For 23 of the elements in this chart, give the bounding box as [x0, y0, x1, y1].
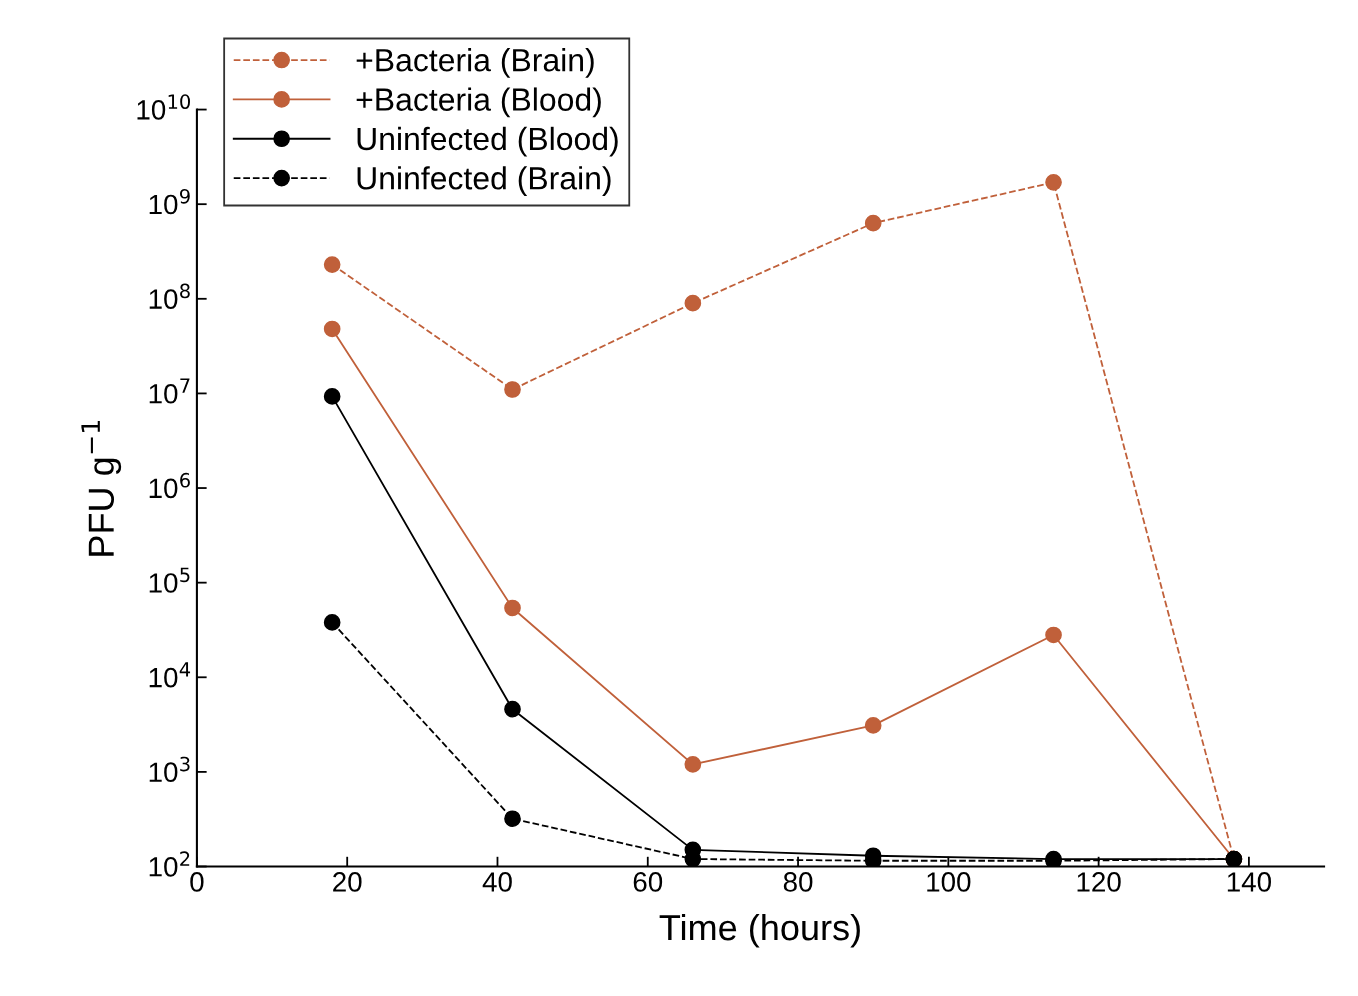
legend-label: Uninfected (Brain)	[357, 166, 611, 196]
x-tick-label: 140	[1227, 872, 1271, 892]
y-tick-label: 10$^{3}$	[149, 756, 190, 783]
y-tick-label: 10$^{2}$	[149, 851, 190, 877]
y-tick-label: 10$^{8}$	[149, 283, 190, 309]
x-tick-label: 100	[927, 872, 971, 892]
x-tick-label: 0	[190, 872, 204, 892]
x-axis-title: Time (hours)	[659, 913, 860, 948]
y-tick-label: 10$^{9}$	[149, 188, 190, 215]
y-tick-label: 10$^{6}$	[149, 472, 190, 499]
y-tick-label: 10$^{10}$	[137, 94, 190, 120]
x-tick-label: 40	[482, 872, 512, 892]
legend-label: +Bacteria (Blood)	[356, 87, 601, 118]
y-tick-label: 10$^{4}$	[149, 662, 191, 688]
x-tick-label: 80	[783, 872, 813, 892]
legend-label: Uninfected (Blood)	[357, 126, 618, 157]
y-tick-label: 10$^{5}$	[149, 567, 190, 593]
y-tick-label: 10$^{7}$	[149, 378, 190, 404]
x-tick-label: 120	[1077, 872, 1121, 892]
x-tick-label: 60	[633, 872, 663, 892]
x-tick-label: 20	[333, 872, 362, 892]
y-axis-title: PFU g$^{−1}$	[81, 421, 122, 556]
legend-label: +Bacteria (Brain)	[356, 48, 594, 78]
